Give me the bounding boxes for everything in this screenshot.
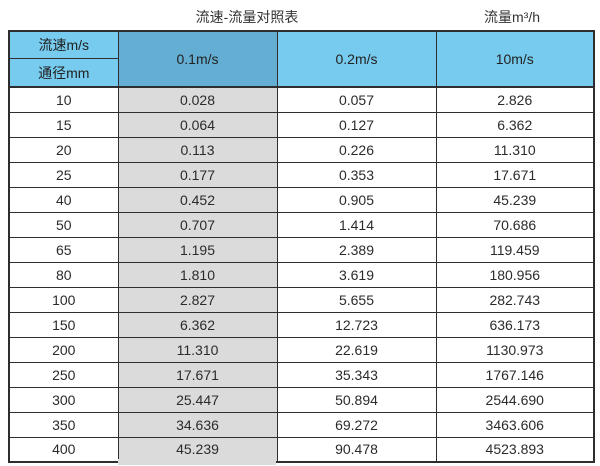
cell-flow-0-2ms: 0.057 bbox=[276, 86, 437, 113]
cell-flow-0-2ms: 69.272 bbox=[276, 411, 437, 438]
table-row: 10 0.028 0.057 2.826 bbox=[8, 86, 595, 113]
cell-flow-0-2ms: 22.619 bbox=[276, 336, 437, 363]
cell-flow-0-2ms: 35.343 bbox=[276, 361, 437, 388]
cell-flow-0-2ms: 5.655 bbox=[276, 286, 437, 313]
cell-flow-0-2ms: 1.414 bbox=[276, 211, 437, 238]
cell-flow-10ms: 180.956 bbox=[435, 261, 595, 288]
cell-flow-0-1ms: 17.671 bbox=[117, 361, 278, 388]
table-row: 65 1.195 2.389 119.459 bbox=[8, 236, 595, 263]
table-title: 流速-流量对照表 bbox=[195, 9, 299, 25]
cell-flow-0-1ms: 0.452 bbox=[117, 186, 278, 213]
table-row: 400 45.239 90.478 4523.893 bbox=[8, 436, 595, 463]
table-row: 15 0.064 0.127 6.362 bbox=[8, 111, 595, 138]
table-row: 200 11.310 22.619 1130.973 bbox=[8, 336, 595, 363]
cell-flow-0-2ms: 0.127 bbox=[276, 111, 437, 138]
cell-diameter: 10 bbox=[8, 86, 119, 113]
header-col-0-1ms: 0.1m/s bbox=[117, 30, 278, 88]
cell-flow-10ms: 119.459 bbox=[435, 236, 595, 263]
cell-diameter: 100 bbox=[8, 286, 119, 313]
table-row: 20 0.113 0.226 11.310 bbox=[8, 136, 595, 163]
cell-flow-10ms: 17.671 bbox=[435, 161, 595, 188]
flow-rate-unit-label: 流量m³/h bbox=[484, 9, 540, 25]
header-col-10ms: 10m/s bbox=[435, 30, 595, 88]
table-row: 50 0.707 1.414 70.686 bbox=[8, 211, 595, 238]
table-row: 300 25.447 50.894 2544.690 bbox=[8, 386, 595, 413]
flow-rate-table: 流速m/s 0.1m/s 0.2m/s 10m/s 通径mm 10 0.028 0.… bbox=[8, 30, 595, 463]
cell-flow-0-2ms: 3.619 bbox=[276, 261, 437, 288]
cell-diameter: 250 bbox=[8, 361, 119, 388]
cell-flow-10ms: 282.743 bbox=[435, 286, 595, 313]
cell-flow-0-1ms: 0.064 bbox=[117, 111, 278, 138]
cell-flow-10ms: 1767.146 bbox=[435, 361, 595, 388]
cell-flow-0-1ms: 2.827 bbox=[117, 286, 278, 313]
cell-diameter: 300 bbox=[8, 386, 119, 413]
cell-flow-10ms: 4523.893 bbox=[435, 436, 595, 463]
cell-flow-0-1ms: 25.447 bbox=[117, 386, 278, 413]
cell-diameter: 150 bbox=[8, 311, 119, 338]
cell-flow-10ms: 3463.606 bbox=[435, 411, 595, 438]
table-body: 10 0.028 0.057 2.826 15 0.064 0.127 6.362 20 0.11… bbox=[8, 86, 595, 463]
cell-diameter: 400 bbox=[8, 436, 119, 463]
cell-diameter: 50 bbox=[8, 211, 119, 238]
titlebar: 流速-流量对照表 流量m³/h bbox=[0, 0, 600, 30]
cell-diameter: 15 bbox=[8, 111, 119, 138]
cell-flow-0-1ms: 0.113 bbox=[117, 136, 278, 163]
cell-diameter: 25 bbox=[8, 161, 119, 188]
cell-flow-0-1ms: 34.636 bbox=[117, 411, 278, 438]
cell-flow-0-2ms: 0.905 bbox=[276, 186, 437, 213]
cell-flow-10ms: 2.826 bbox=[435, 86, 595, 113]
cell-flow-0-1ms: 0.028 bbox=[117, 86, 278, 113]
cell-flow-10ms: 45.239 bbox=[435, 186, 595, 213]
table-row: 100 2.827 5.655 282.743 bbox=[8, 286, 595, 313]
table-header: 流速m/s 0.1m/s 0.2m/s 10m/s 通径mm bbox=[8, 30, 595, 88]
cell-flow-0-1ms: 11.310 bbox=[117, 336, 278, 363]
cell-flow-0-2ms: 2.389 bbox=[276, 236, 437, 263]
table-row: 25 0.177 0.353 17.671 bbox=[8, 161, 595, 188]
cell-flow-10ms: 11.310 bbox=[435, 136, 595, 163]
cell-diameter: 80 bbox=[8, 261, 119, 288]
cell-flow-10ms: 1130.973 bbox=[435, 336, 595, 363]
cell-flow-0-2ms: 12.723 bbox=[276, 311, 437, 338]
cell-diameter: 200 bbox=[8, 336, 119, 363]
cell-flow-0-1ms: 0.177 bbox=[117, 161, 278, 188]
cell-flow-0-2ms: 0.353 bbox=[276, 161, 437, 188]
cell-flow-0-1ms: 45.239 bbox=[117, 436, 278, 463]
highlight-column-overhang bbox=[118, 459, 276, 465]
table-row: 40 0.452 0.905 45.239 bbox=[8, 186, 595, 213]
header-velocity-label: 流速m/s bbox=[8, 30, 119, 59]
table-row: 250 17.671 35.343 1767.146 bbox=[8, 361, 595, 388]
table-row: 80 1.810 3.619 180.956 bbox=[8, 261, 595, 288]
cell-flow-0-2ms: 0.226 bbox=[276, 136, 437, 163]
cell-flow-0-1ms: 1.810 bbox=[117, 261, 278, 288]
cell-flow-0-2ms: 90.478 bbox=[276, 436, 437, 463]
cell-flow-10ms: 6.362 bbox=[435, 111, 595, 138]
cell-flow-0-1ms: 0.707 bbox=[117, 211, 278, 238]
cell-diameter: 40 bbox=[8, 186, 119, 213]
cell-diameter: 65 bbox=[8, 236, 119, 263]
cell-diameter: 350 bbox=[8, 411, 119, 438]
header-col-0-2ms: 0.2m/s bbox=[276, 30, 437, 88]
cell-flow-10ms: 70.686 bbox=[435, 211, 595, 238]
cell-flow-10ms: 2544.690 bbox=[435, 386, 595, 413]
cell-flow-0-2ms: 50.894 bbox=[276, 386, 437, 413]
cell-diameter: 20 bbox=[8, 136, 119, 163]
header-diameter-label: 通径mm bbox=[8, 58, 119, 88]
cell-flow-0-1ms: 1.195 bbox=[117, 236, 278, 263]
cell-flow-10ms: 636.173 bbox=[435, 311, 595, 338]
table-row: 150 6.362 12.723 636.173 bbox=[8, 311, 595, 338]
cell-flow-0-1ms: 6.362 bbox=[117, 311, 278, 338]
table-row: 350 34.636 69.272 3463.606 bbox=[8, 411, 595, 438]
